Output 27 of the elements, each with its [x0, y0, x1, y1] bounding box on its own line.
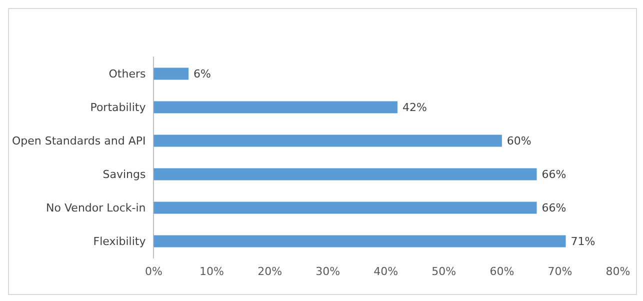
data-label: 42%	[402, 100, 427, 114]
x-tick-label: 40%	[374, 265, 398, 278]
x-tick-label: 10%	[200, 265, 224, 278]
x-tick-label: 60%	[490, 265, 514, 278]
y-tick-label: Open Standards and API	[12, 134, 146, 148]
y-tick-label: No Vendor Lock-in	[46, 201, 146, 214]
data-label: 71%	[570, 234, 596, 248]
bar	[154, 134, 502, 147]
data-label: 60%	[506, 134, 532, 148]
bar	[154, 68, 189, 80]
x-tick-label: 20%	[258, 265, 282, 278]
bar	[154, 202, 537, 214]
data-label: 6%	[194, 67, 212, 80]
x-tick-label: 70%	[548, 265, 572, 278]
data-label: 66%	[542, 201, 566, 214]
bar	[154, 101, 398, 114]
y-tick-label: Savings	[102, 168, 146, 181]
bar	[154, 168, 537, 180]
y-tick-label: Portability	[90, 100, 146, 114]
x-tick-label: 0%	[145, 265, 162, 278]
x-tick-label: 30%	[316, 265, 340, 278]
y-tick-label: Flexibility	[93, 234, 146, 248]
x-tick-label: 80%	[606, 265, 630, 278]
x-tick-label: 50%	[432, 265, 456, 278]
bar	[154, 235, 566, 248]
y-tick-label: Others	[108, 67, 146, 80]
data-label: 66%	[542, 168, 566, 181]
